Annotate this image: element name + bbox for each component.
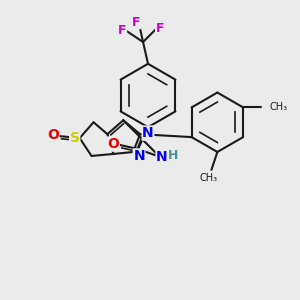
Text: N: N: [156, 150, 168, 164]
Text: N: N: [133, 149, 145, 163]
Text: F: F: [132, 16, 140, 29]
Text: O: O: [47, 128, 59, 142]
Text: F: F: [118, 24, 127, 37]
Text: S: S: [70, 131, 80, 145]
Text: CH₃: CH₃: [200, 173, 217, 183]
Text: CH₃: CH₃: [270, 102, 288, 112]
Text: F: F: [156, 22, 164, 34]
Text: N: N: [142, 126, 154, 140]
Text: H: H: [168, 149, 178, 162]
Text: O: O: [107, 137, 119, 151]
